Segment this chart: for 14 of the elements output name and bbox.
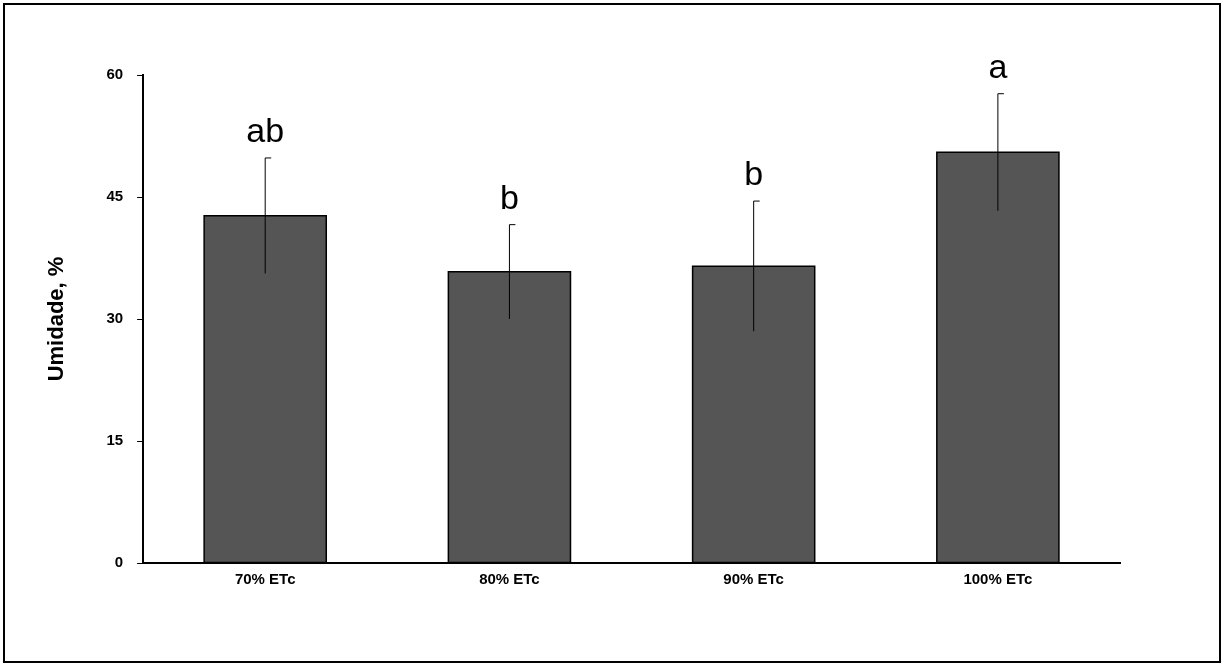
y-tick-label: 15: [106, 431, 124, 449]
annotation: a: [988, 47, 1008, 86]
x-tick-label: 80% ETc: [479, 570, 540, 588]
y-tick-label: 60: [106, 65, 124, 83]
y-tick-label: 45: [106, 187, 124, 205]
y-tick-label: 0: [114, 553, 124, 571]
x-tick-label: 100% ETc: [963, 570, 1033, 588]
annotation: ab: [246, 111, 285, 150]
y-tick-label: 30: [106, 309, 124, 327]
annotation: b: [499, 178, 519, 217]
x-tick-label: 90% ETc: [723, 570, 784, 588]
annotation: b: [744, 154, 764, 193]
x-tick-label: 70% ETc: [234, 570, 296, 588]
y-axis-title: Umidade, %: [43, 256, 69, 382]
